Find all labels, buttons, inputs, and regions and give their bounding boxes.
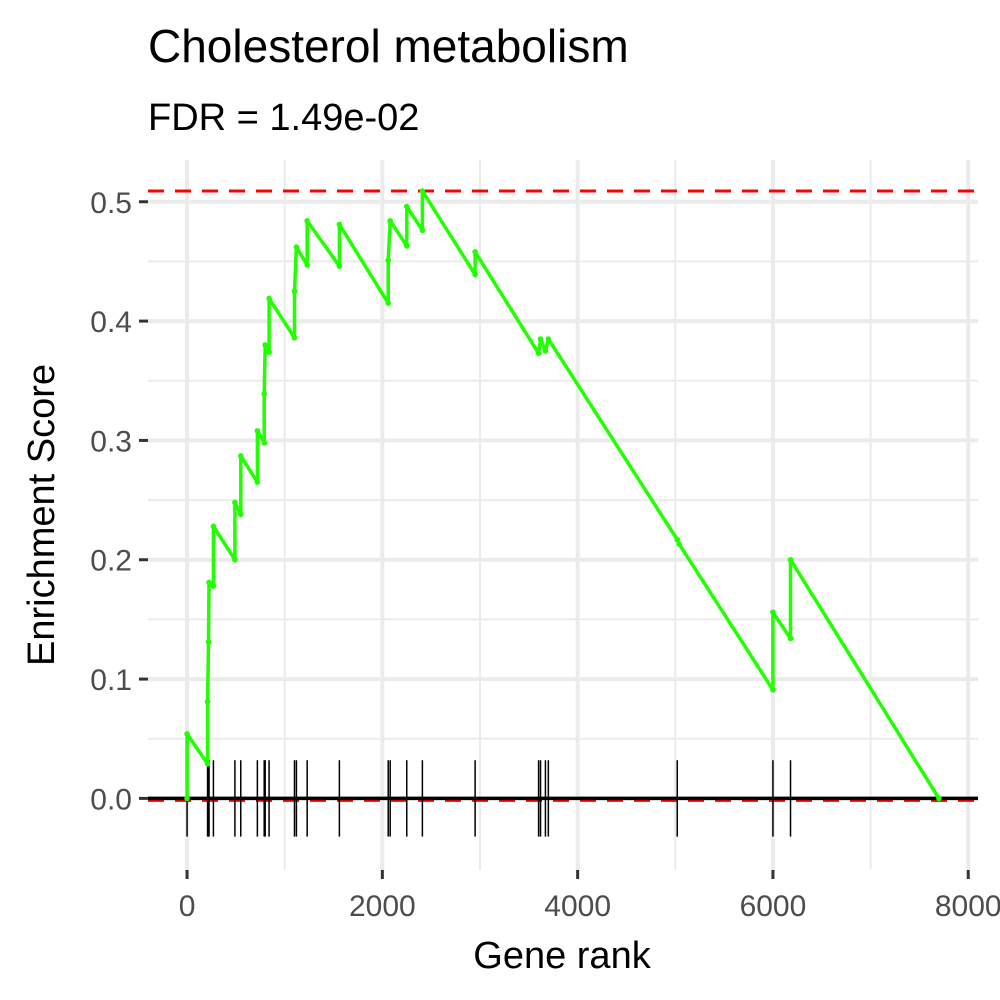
x-tick-label: 0 xyxy=(179,890,196,923)
x-tick-label: 8000 xyxy=(935,890,1000,923)
curve-point xyxy=(403,203,410,210)
curve-point xyxy=(254,428,261,434)
curve-point xyxy=(770,687,776,693)
curve-point xyxy=(419,227,426,234)
y-axis-label: Enrichment Score xyxy=(21,364,63,666)
curve-point xyxy=(261,391,268,397)
enrichment-curve xyxy=(185,189,941,800)
curve-point xyxy=(545,336,552,342)
curve-point xyxy=(266,295,272,302)
curve-point xyxy=(206,579,212,586)
curve-point xyxy=(385,257,392,264)
y-axis: 0.0 0.1 0.2 0.3 0.4 0.5 xyxy=(90,187,148,816)
curve-point xyxy=(787,635,794,642)
curve-point xyxy=(542,348,549,354)
chart-title: Cholesterol metabolism xyxy=(148,20,629,72)
curve-point xyxy=(676,541,682,548)
curve-point xyxy=(385,300,392,306)
curve-point xyxy=(770,609,776,616)
curve-point xyxy=(936,795,942,802)
curve-point xyxy=(674,536,681,543)
curve-point xyxy=(204,698,211,705)
curve-point xyxy=(232,499,238,506)
curve-point xyxy=(537,336,544,342)
curve-point xyxy=(184,731,190,737)
curve-point xyxy=(205,639,212,645)
curve-point xyxy=(291,288,298,295)
curve-point xyxy=(293,244,300,250)
x-tick-label: 6000 xyxy=(740,890,807,923)
curve-point xyxy=(387,218,393,224)
curve-point xyxy=(304,262,310,268)
curve-point xyxy=(254,479,261,485)
curve-point xyxy=(210,583,217,589)
curve-point xyxy=(184,795,190,802)
y-tick-label: 0.4 xyxy=(90,306,132,339)
curve-point xyxy=(535,350,542,357)
x-axis-label: Gene rank xyxy=(473,935,651,977)
curve-point xyxy=(787,556,794,563)
curve-point xyxy=(336,263,343,270)
plot-area xyxy=(148,160,978,870)
curve-point xyxy=(403,243,410,249)
y-tick-label: 0.1 xyxy=(90,664,132,697)
x-tick-label: 2000 xyxy=(349,890,416,923)
y-tick-label: 0.0 xyxy=(90,783,132,816)
curve-point xyxy=(472,249,478,255)
curve-point xyxy=(304,218,310,224)
curve-point xyxy=(262,342,268,348)
x-tick-label: 4000 xyxy=(544,890,611,923)
y-tick-label: 0.2 xyxy=(90,545,132,578)
curve-point xyxy=(266,349,272,355)
y-tick-label: 0.3 xyxy=(90,425,132,458)
curve-point xyxy=(237,511,244,518)
curve-point xyxy=(336,221,343,228)
curve-point xyxy=(204,760,211,767)
curve-point xyxy=(472,271,478,278)
curve-point xyxy=(210,523,217,530)
chart-subtitle: FDR = 1.49e-02 xyxy=(148,97,419,139)
x-axis: 0 2000 4000 6000 8000 xyxy=(179,870,1000,923)
curve-point xyxy=(291,334,298,341)
curve-point xyxy=(237,453,244,459)
curve-point xyxy=(232,556,238,563)
curve-point xyxy=(261,440,268,446)
curve-point xyxy=(419,188,426,194)
y-tick-label: 0.5 xyxy=(90,187,132,220)
